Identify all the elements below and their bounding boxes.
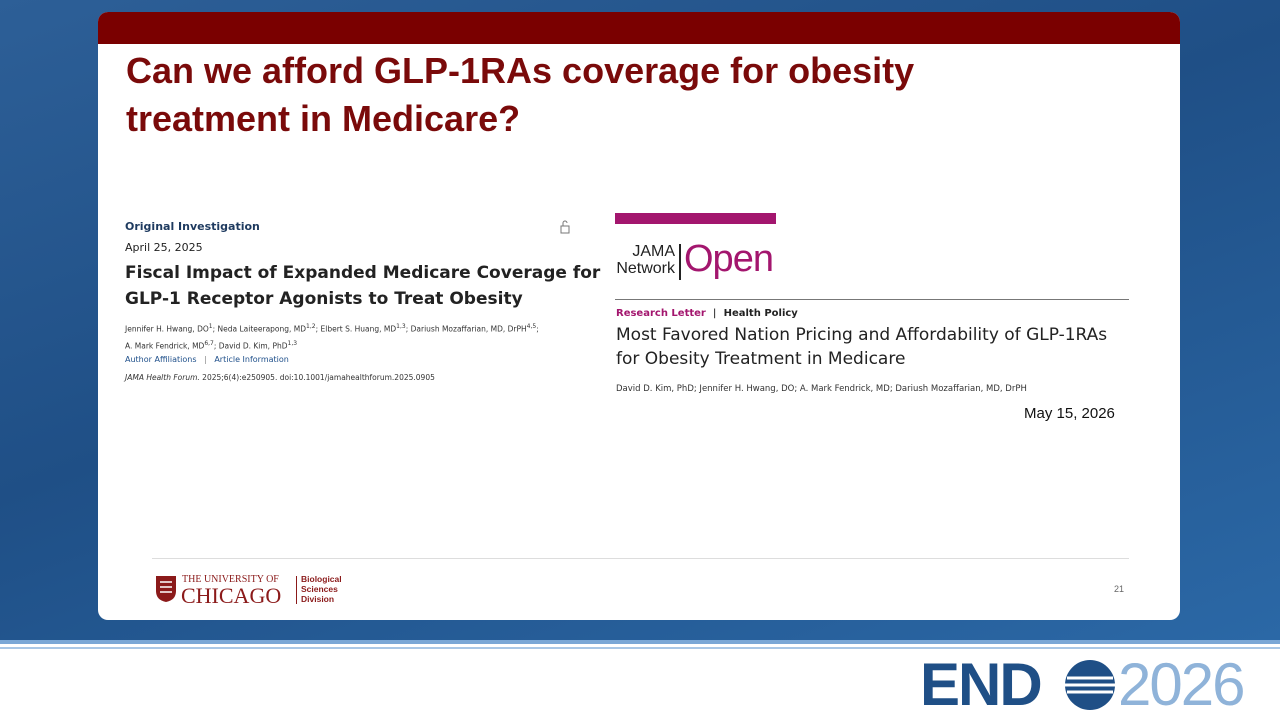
logo-open: Open bbox=[684, 238, 774, 280]
article-title: for Obesity Treatment in Medicare bbox=[616, 349, 906, 369]
citation-text: 2025;6(4):e250905. doi:10.1001/jamahealt… bbox=[202, 373, 435, 382]
affiliation-mark: 1,3 bbox=[287, 339, 298, 347]
author: ; David D. Kim, PhD bbox=[213, 341, 288, 350]
logo-jama: JAMA Network bbox=[615, 243, 675, 277]
journal: JAMA Health Forum. bbox=[125, 373, 200, 382]
article-title: Most Favored Nation Pricing and Affordab… bbox=[616, 325, 1108, 345]
header-band bbox=[98, 12, 1180, 44]
stripe bbox=[0, 640, 1280, 644]
author: ; Neda Laiteerapong, MD bbox=[212, 324, 307, 334]
article-title: Fiscal Impact of Expanded Medicare Cover… bbox=[125, 263, 601, 283]
crest bbox=[156, 576, 176, 602]
affiliation-mark: 6,7 bbox=[204, 339, 214, 347]
article-type: Original Investigation bbox=[125, 220, 260, 233]
author-list: David D. Kim, PhD; Jennifer H. Hwang, DO… bbox=[616, 384, 1027, 394]
rule bbox=[152, 558, 1129, 559]
author: ; A. Mark Fendrick, MD bbox=[125, 324, 539, 351]
stripe bbox=[0, 647, 1280, 649]
page-number: 21 bbox=[1114, 584, 1125, 594]
section: Health Policy bbox=[723, 308, 798, 319]
conference-suffix: 2026 bbox=[1118, 651, 1245, 718]
division-line: Biological bbox=[301, 574, 342, 584]
affiliation-mark: 1,2 bbox=[306, 323, 316, 330]
division-line: Division bbox=[301, 594, 335, 604]
author: ; Elbert S. Huang, MD bbox=[315, 324, 397, 334]
affiliation-mark: 1 bbox=[208, 323, 213, 330]
affiliation-mark: 4,5 bbox=[526, 323, 537, 330]
affiliation-mark: 1,3 bbox=[396, 323, 406, 330]
university-name: CHICAGO bbox=[181, 583, 282, 608]
divider bbox=[296, 576, 297, 604]
lock-icon bbox=[560, 220, 570, 234]
article-date: April 25, 2025 bbox=[125, 241, 203, 254]
article-type: Research Letter | Health Policy bbox=[616, 308, 798, 319]
link[interactable]: Article Information bbox=[214, 355, 289, 364]
conference-globe bbox=[1065, 660, 1115, 710]
university-top: THE UNIVERSITY OF bbox=[182, 574, 279, 585]
logo-divider bbox=[679, 244, 681, 280]
author: Jennifer H. Hwang, DO bbox=[125, 324, 209, 334]
logo-text: Network bbox=[616, 260, 675, 277]
rule bbox=[615, 299, 1129, 300]
author-list: Jennifer H. Hwang, DO1; Neda Laiteerapon… bbox=[125, 320, 545, 353]
separator: | bbox=[204, 355, 207, 364]
accent-bar bbox=[615, 213, 776, 224]
article-title: GLP-1 Receptor Agonists to Treat Obesity bbox=[125, 289, 523, 309]
kind: Research Letter bbox=[616, 308, 706, 319]
division: Biological Sciences Division bbox=[301, 574, 342, 604]
separator: | bbox=[713, 308, 717, 319]
division-line: Sciences bbox=[301, 584, 338, 594]
conference-prefix: END bbox=[920, 651, 1043, 718]
slide bbox=[98, 12, 1180, 620]
link[interactable]: Author Affiliations bbox=[125, 355, 197, 364]
slide-title: treatment in Medicare? bbox=[126, 98, 521, 139]
author: ; Dariush Mozaffarian, MD, DrPH bbox=[405, 324, 527, 334]
citation: JAMA Health Forum. 2025;6(4):e250905. do… bbox=[125, 373, 435, 382]
article-links: Author Affiliations | Article Informatio… bbox=[125, 355, 289, 364]
logo-text: JAMA bbox=[632, 243, 675, 260]
date: May 15, 2026 bbox=[1024, 405, 1115, 422]
slide-title: Can we afford GLP-1RAs coverage for obes… bbox=[126, 50, 915, 91]
